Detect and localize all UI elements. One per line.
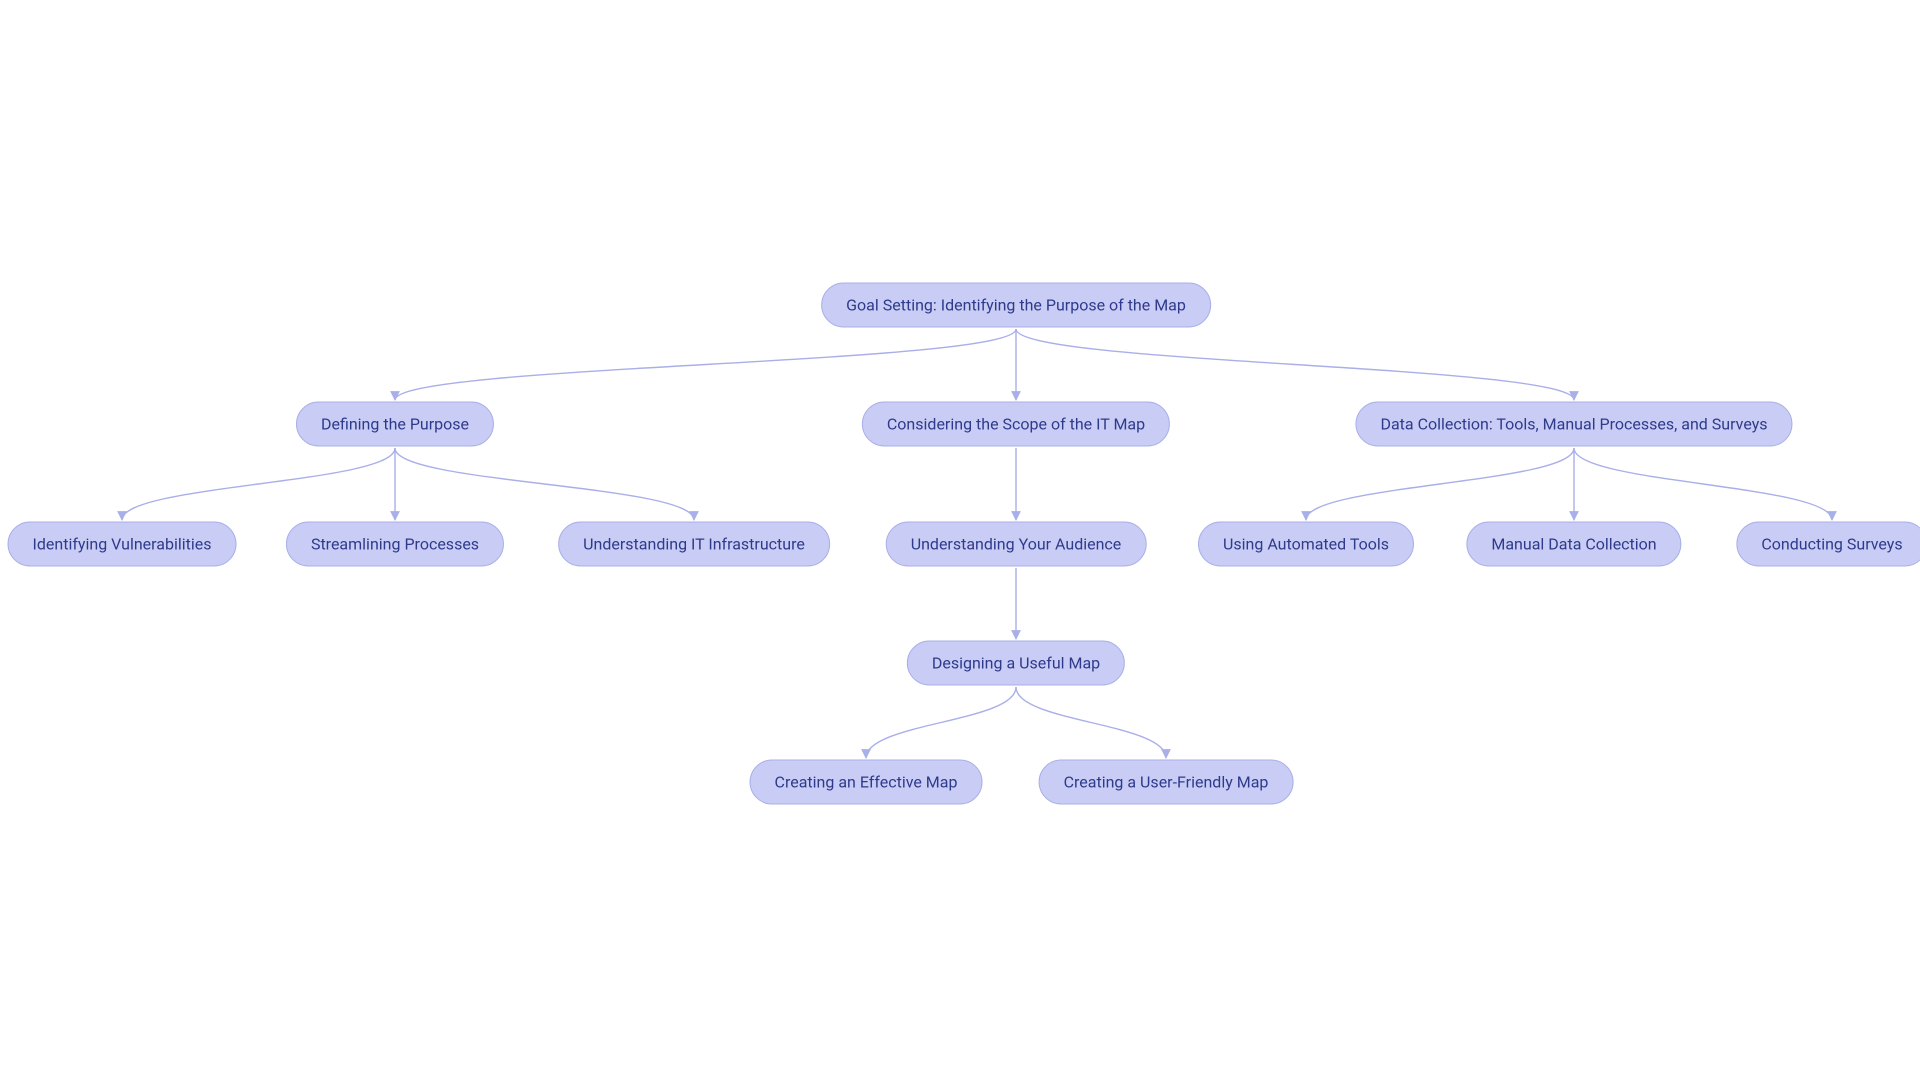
edge-root-c [1016, 329, 1574, 400]
node-b2a: Creating an Effective Map [750, 760, 983, 805]
edge-b2-b2a [866, 687, 1016, 758]
node-a2: Streamlining Processes [286, 522, 504, 567]
node-c2: Manual Data Collection [1466, 522, 1681, 567]
node-a: Defining the Purpose [296, 402, 494, 447]
diagram-canvas: Goal Setting: Identifying the Purpose of… [0, 0, 1920, 1080]
node-b: Considering the Scope of the IT Map [862, 402, 1170, 447]
edge-root-a [395, 329, 1016, 400]
edge-c-c3 [1574, 448, 1832, 520]
node-c3: Conducting Surveys [1736, 522, 1920, 567]
node-a3: Understanding IT Infrastructure [558, 522, 830, 567]
node-a1: Identifying Vulnerabilities [8, 522, 237, 567]
node-b1: Understanding Your Audience [886, 522, 1147, 567]
node-b2: Designing a Useful Map [907, 641, 1125, 686]
node-c1: Using Automated Tools [1198, 522, 1414, 567]
edge-c-c1 [1306, 448, 1574, 520]
edge-a-a1 [122, 448, 395, 520]
edge-a-a3 [395, 448, 694, 520]
node-c: Data Collection: Tools, Manual Processes… [1355, 402, 1792, 447]
edge-b2-b2b [1016, 687, 1166, 758]
node-b2b: Creating a User-Friendly Map [1039, 760, 1294, 805]
node-root: Goal Setting: Identifying the Purpose of… [821, 283, 1211, 328]
